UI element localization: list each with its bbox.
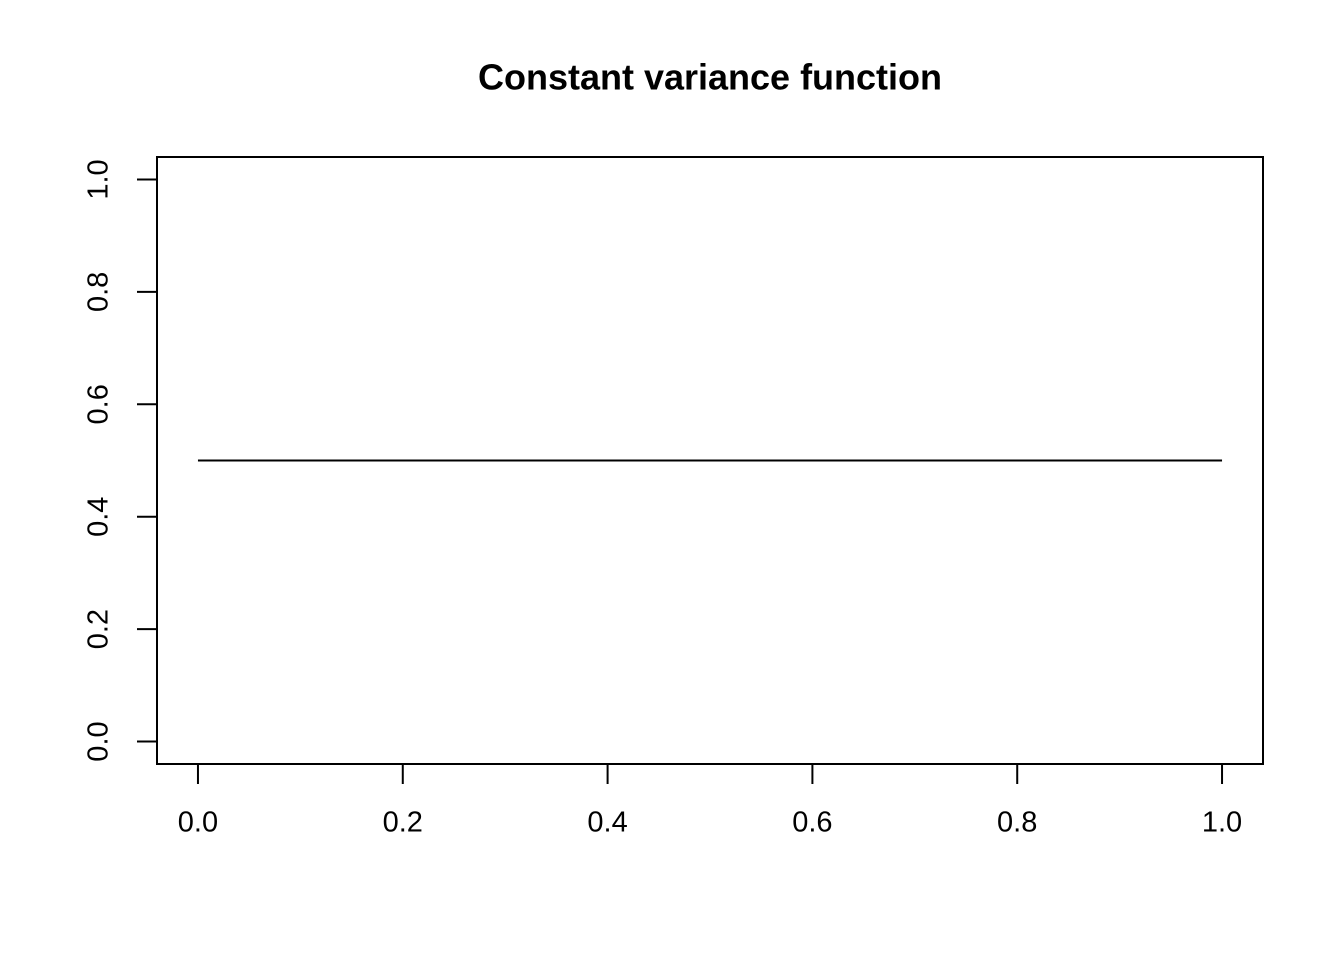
y-tick-label: 0.8 xyxy=(83,272,115,312)
x-tick-label: 0.4 xyxy=(587,807,627,839)
y-tick-label: 0.0 xyxy=(83,721,115,761)
x-tick-label: 0.2 xyxy=(383,807,423,839)
chart-title: Constant variance function xyxy=(478,57,942,98)
x-tick-label: 0.8 xyxy=(997,807,1037,839)
x-tick-label: 0.0 xyxy=(178,807,218,839)
y-tick-label: 0.6 xyxy=(83,384,115,424)
x-tick-label: 0.6 xyxy=(792,807,832,839)
y-tick-label: 0.2 xyxy=(83,609,115,649)
y-tick-label: 1.0 xyxy=(83,159,115,199)
x-tick-label: 1.0 xyxy=(1202,807,1242,839)
y-tick-label: 0.4 xyxy=(83,497,115,537)
